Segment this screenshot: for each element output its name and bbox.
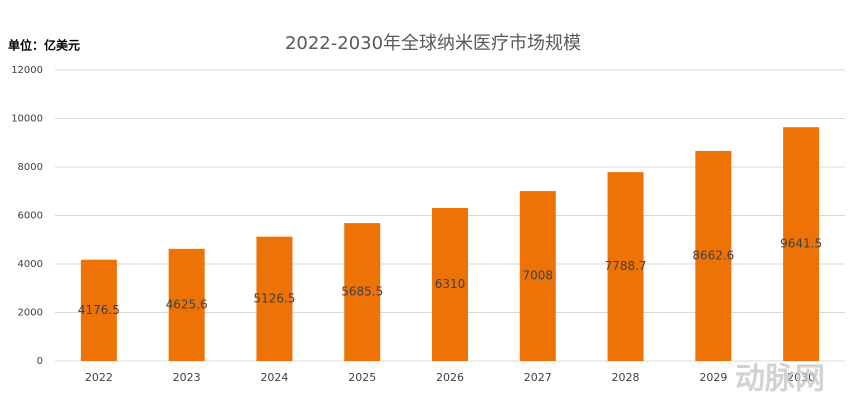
- y-tick-label: 2000: [18, 308, 43, 319]
- unit-label: 单位：亿美元: [8, 38, 80, 53]
- bar: [695, 150, 732, 361]
- bar: [783, 127, 820, 361]
- x-tick-label: 2026: [436, 371, 464, 384]
- bar: [168, 248, 205, 361]
- x-tick-label: 2028: [612, 371, 640, 384]
- x-tick-label: 2023: [173, 371, 201, 384]
- y-tick-label: 4000: [18, 259, 43, 270]
- data-label: 6310: [435, 277, 466, 291]
- x-tick-label: 2024: [260, 371, 288, 384]
- data-label: 7788.7: [605, 259, 647, 273]
- bar: [432, 207, 468, 361]
- data-label: 4176.5: [78, 303, 120, 317]
- y-tick-label: 0: [37, 356, 43, 367]
- y-tick-label: 8000: [18, 162, 43, 173]
- data-label: 4625.6: [166, 297, 208, 311]
- x-tick-label: 2029: [699, 371, 727, 384]
- data-label: 9641.5: [780, 237, 822, 251]
- x-tick-label: 2027: [524, 371, 552, 384]
- bar: [607, 172, 644, 361]
- x-tick-label: 2022: [85, 371, 113, 384]
- bar: [256, 236, 293, 361]
- data-label: 5685.5: [341, 285, 383, 299]
- y-tick-label: 10000: [11, 114, 43, 125]
- bar: [519, 191, 556, 361]
- data-label: 8662.6: [692, 248, 734, 262]
- watermark: 动脉网: [735, 362, 825, 397]
- chart-title: 2022-2030年全球纳米医疗市场规模: [285, 33, 581, 54]
- bar: [80, 259, 117, 361]
- bar: [344, 223, 381, 361]
- x-tick-label: 2025: [348, 371, 376, 384]
- data-label: 7008: [523, 269, 554, 283]
- y-tick-label: 6000: [18, 211, 43, 222]
- data-label: 5126.5: [253, 291, 295, 305]
- y-tick-label: 12000: [11, 65, 43, 76]
- x-tick-label: 2030: [787, 371, 815, 384]
